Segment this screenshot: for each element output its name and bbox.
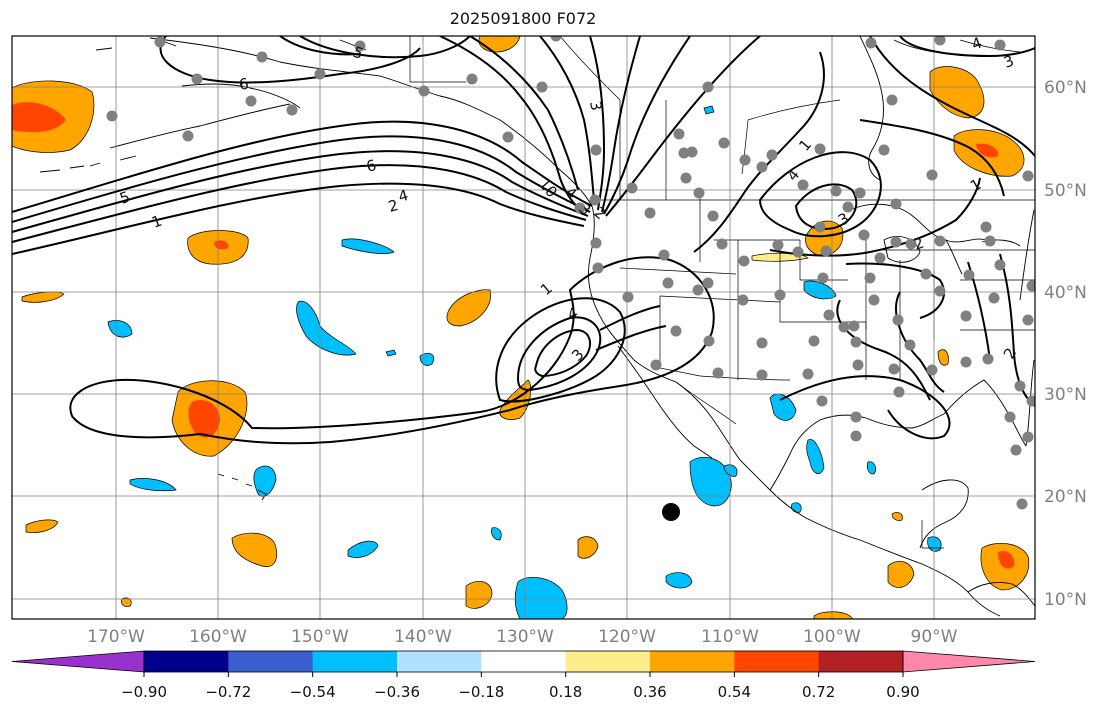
- figure-title: 2025091800 F072: [449, 9, 597, 28]
- colorbar-tick-label: 0.18: [549, 683, 582, 701]
- political-borders: [409, 36, 1035, 549]
- lon-label: 90°W: [911, 627, 958, 647]
- lon-label: 110°W: [701, 627, 759, 647]
- colorbar-tick-label: −0.54: [290, 683, 336, 701]
- colorbar-tick-label: −0.72: [205, 683, 251, 701]
- lon-label: 100°W: [803, 627, 861, 647]
- lon-label: 120°W: [598, 627, 656, 647]
- colorbar-segment: [565, 651, 651, 672]
- colorbar-frame: [143, 650, 904, 673]
- colorbar-extend-low: [11, 650, 145, 673]
- colorbar-segment: [818, 651, 904, 672]
- colorbar-tick-label: 0.36: [633, 683, 666, 701]
- colorbar-segment: [397, 651, 482, 672]
- contour-label: 2: [386, 196, 400, 216]
- lon-label: 150°W: [291, 627, 349, 647]
- colorbar-tick-label: −0.90: [121, 683, 167, 701]
- latitude-labels: 60°N 50°N 40°N 30°N 20°N 10°N: [1044, 78, 1087, 610]
- colorbar-segment: [650, 651, 735, 672]
- lat-label: 60°N: [1044, 78, 1087, 98]
- lon-label: 160°W: [189, 627, 247, 647]
- colorbar-tick-label: 0.54: [718, 683, 751, 701]
- colorbar-segment: [228, 651, 314, 672]
- contour-label: 6: [364, 156, 378, 176]
- longitude-labels: 170°W 160°W 150°W 140°W 130°W 120°W 110°…: [87, 627, 958, 647]
- lat-label: 20°N: [1044, 487, 1087, 507]
- lat-label: 50°N: [1044, 181, 1087, 201]
- lat-label: 30°N: [1044, 385, 1087, 405]
- colorbar-tick-label: −0.18: [458, 683, 504, 701]
- contour-label: 4: [969, 34, 984, 54]
- station-markers: [106, 36, 1035, 510]
- colorbar-tick-label: 0.90: [886, 683, 919, 701]
- colorbar-tick-label: 0.72: [802, 683, 835, 701]
- lat-label: 40°N: [1044, 283, 1087, 303]
- contour-label: 6: [238, 75, 251, 94]
- colorbar-segment: [481, 651, 567, 672]
- map-panel: [12, 36, 1035, 619]
- colorbar-segment: [734, 651, 820, 672]
- colorbar-tick-label: −0.36: [374, 683, 420, 701]
- contour-label: 4: [396, 186, 410, 206]
- lon-label: 130°W: [496, 627, 554, 647]
- map-frame: [11, 35, 1036, 620]
- contour-label: 3: [586, 100, 605, 113]
- colorbar-segment: [144, 651, 229, 672]
- lon-label: 170°W: [87, 627, 145, 647]
- colorbar-extend-high: [902, 650, 1036, 673]
- colorbar: −0.90 −0.72 −0.54 −0.36 −0.18 0.18 0.36 0.54 0.7…: [11, 650, 1036, 701]
- lon-label: 140°W: [394, 627, 452, 647]
- lat-label: 10°N: [1044, 590, 1087, 610]
- highlight-marker: [662, 503, 680, 521]
- colorbar-segment: [312, 651, 398, 672]
- coastlines: [39, 36, 1035, 617]
- negative-anomaly-shading: [107, 105, 942, 619]
